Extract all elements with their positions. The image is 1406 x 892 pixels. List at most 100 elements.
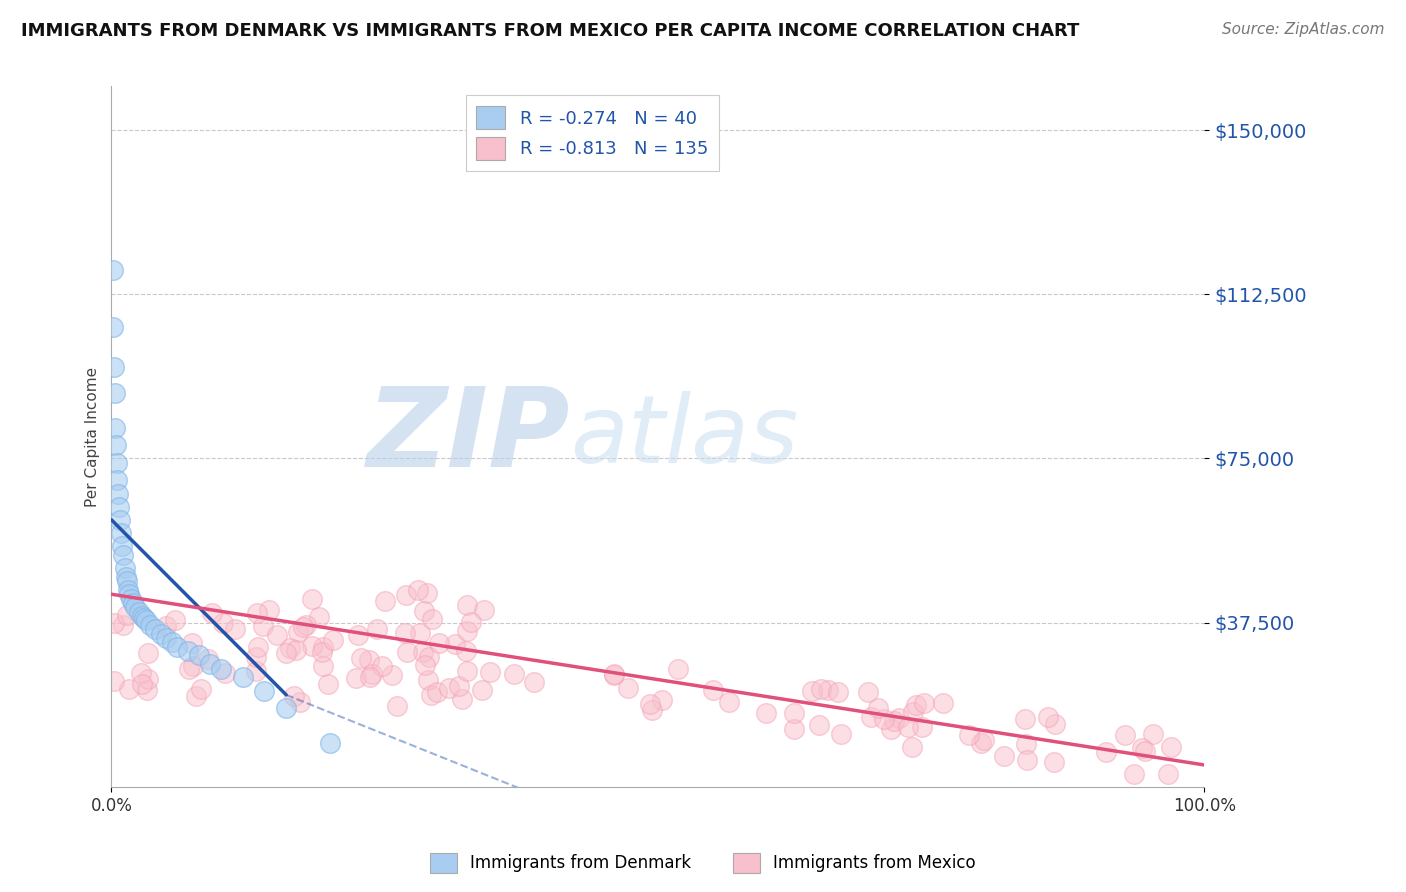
Point xyxy=(114,561,136,575)
Point xyxy=(290,695,312,709)
Text: IMMIGRANTS FROM DENMARK VS IMMIGRANTS FROM MEXICO PER CAPITA INCOME CORRELATION : IMMIGRANTS FROM DENMARK VS IMMIGRANTS FR… xyxy=(21,22,1080,40)
Point xyxy=(371,659,394,673)
Point xyxy=(503,667,526,681)
Point xyxy=(394,626,416,640)
Point xyxy=(114,570,136,584)
Point xyxy=(827,685,849,699)
Point xyxy=(602,668,624,682)
Y-axis label: Per Capita Income: Per Capita Income xyxy=(86,367,100,507)
Point xyxy=(128,605,150,619)
Point xyxy=(224,622,246,636)
Point xyxy=(412,604,434,618)
Point xyxy=(449,679,471,693)
Point xyxy=(755,706,778,721)
Point xyxy=(311,645,333,659)
Point xyxy=(479,665,502,679)
Point xyxy=(149,626,172,640)
Point xyxy=(361,666,384,681)
Point xyxy=(444,637,467,651)
Point xyxy=(957,728,980,742)
Point xyxy=(274,646,297,660)
Point xyxy=(350,650,373,665)
Point xyxy=(155,619,177,633)
Point xyxy=(187,648,209,663)
Point xyxy=(138,618,160,632)
Point xyxy=(112,617,135,632)
Point xyxy=(104,438,127,452)
Point xyxy=(112,548,135,562)
Point xyxy=(409,625,432,640)
Point xyxy=(181,659,204,673)
Point xyxy=(883,714,905,728)
Point xyxy=(319,736,342,750)
Point xyxy=(456,624,478,639)
Point xyxy=(103,359,125,374)
Point xyxy=(381,667,404,681)
Point xyxy=(143,622,166,636)
Point xyxy=(973,732,995,747)
Point xyxy=(104,421,127,435)
Point xyxy=(294,617,316,632)
Point xyxy=(651,693,673,707)
Point xyxy=(131,677,153,691)
Point xyxy=(887,711,910,725)
Point xyxy=(901,740,924,755)
Point xyxy=(702,683,724,698)
Point xyxy=(783,706,806,720)
Point xyxy=(246,607,269,621)
Point xyxy=(359,670,381,684)
Point xyxy=(103,673,125,688)
Point xyxy=(1036,710,1059,724)
Point xyxy=(105,474,128,488)
Point xyxy=(668,663,690,677)
Point xyxy=(232,670,254,684)
Point xyxy=(134,611,156,625)
Point xyxy=(1015,753,1038,767)
Point xyxy=(800,684,823,698)
Point xyxy=(1122,766,1144,780)
Point xyxy=(427,635,450,649)
Point xyxy=(396,645,419,659)
Point xyxy=(136,672,159,686)
Point xyxy=(616,681,638,696)
Point xyxy=(873,712,896,726)
Point xyxy=(108,513,131,527)
Point xyxy=(905,698,928,713)
Point xyxy=(897,720,920,734)
Point xyxy=(120,591,142,606)
Point xyxy=(105,456,128,470)
Point xyxy=(418,649,440,664)
Point xyxy=(1043,716,1066,731)
Point xyxy=(245,664,267,678)
Point xyxy=(101,320,124,334)
Point xyxy=(969,736,991,750)
Point xyxy=(1142,727,1164,741)
Point xyxy=(122,596,145,610)
Point xyxy=(817,682,839,697)
Point xyxy=(285,642,308,657)
Point xyxy=(291,620,314,634)
Point xyxy=(301,592,323,607)
Point xyxy=(1160,739,1182,754)
Point xyxy=(472,603,495,617)
Point xyxy=(460,615,482,630)
Point xyxy=(347,628,370,642)
Point xyxy=(312,640,335,654)
Point xyxy=(1015,737,1038,751)
Point xyxy=(276,701,298,715)
Point xyxy=(993,749,1015,764)
Point xyxy=(523,675,546,690)
Text: Source: ZipAtlas.com: Source: ZipAtlas.com xyxy=(1222,22,1385,37)
Point xyxy=(117,582,139,597)
Point xyxy=(412,645,434,659)
Point xyxy=(1014,712,1036,726)
Point xyxy=(859,710,882,724)
Point xyxy=(160,635,183,649)
Point xyxy=(1130,740,1153,755)
Point xyxy=(420,612,443,626)
Point xyxy=(197,652,219,666)
Point xyxy=(266,628,288,642)
Point xyxy=(107,486,129,500)
Point xyxy=(201,606,224,620)
Point xyxy=(165,613,187,627)
